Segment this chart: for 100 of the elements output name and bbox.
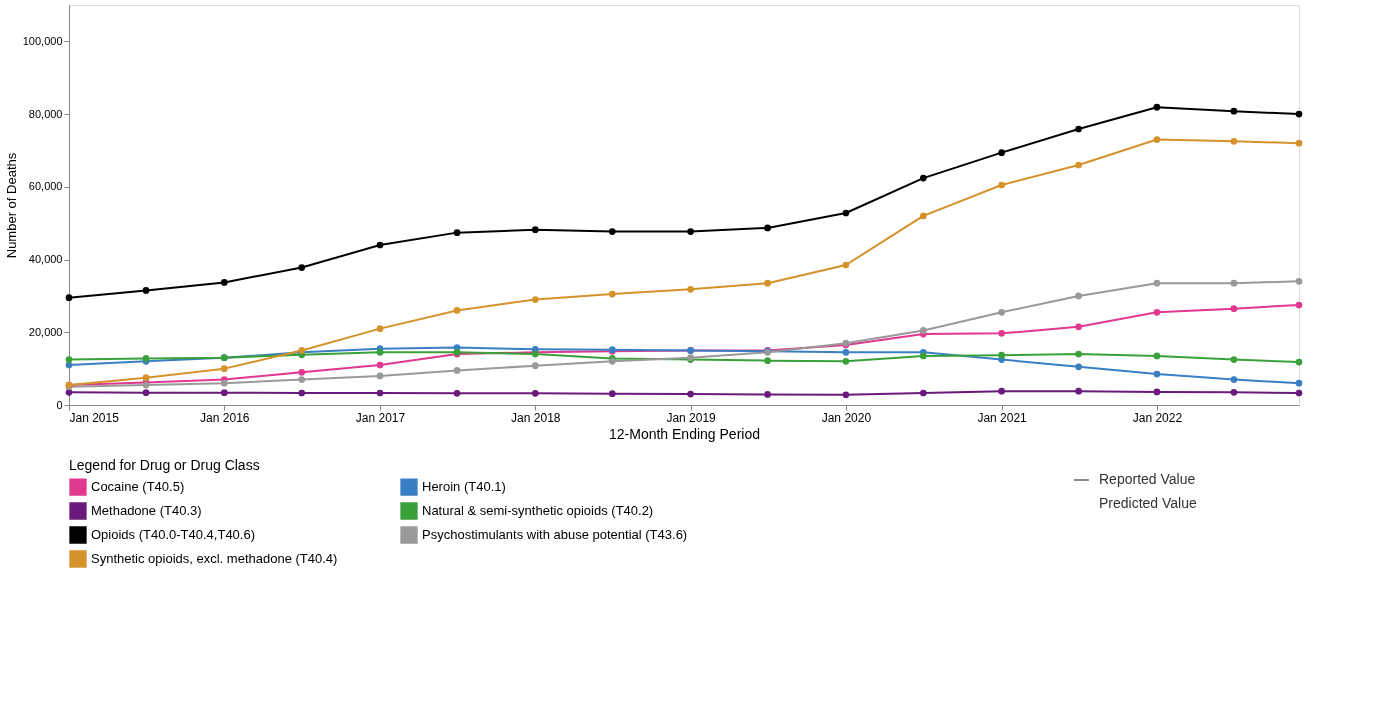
point [1075,363,1082,371]
point [142,389,150,396]
point [608,390,616,398]
point [687,390,694,398]
point [1230,107,1238,115]
point [1295,278,1303,285]
point [376,241,384,249]
point [1153,370,1161,378]
point [220,365,228,372]
point [919,352,927,360]
point [1075,387,1082,395]
point [376,348,384,356]
point [531,296,539,303]
point [1153,136,1161,143]
x-axis-title: 12-Month Ending Period [609,425,760,442]
point [298,376,306,383]
text: Reported Value [1099,471,1196,487]
point [1295,389,1303,397]
point [1075,125,1082,133]
point [220,389,228,396]
point [919,174,927,182]
point [453,367,461,374]
point [608,228,616,235]
x-tick-label: Jan 2016 [200,410,250,425]
point [1230,305,1238,312]
point [1075,292,1082,300]
point [1153,103,1161,111]
point [998,330,1005,337]
point [531,226,539,234]
point [531,362,539,370]
x-tick-label: Jan 2019 [666,410,717,425]
point [764,224,771,232]
text: Predicted Value [1099,495,1198,511]
point [608,290,616,298]
point [65,356,73,363]
point [1153,308,1161,316]
point [220,279,228,286]
y-tick-label: 0 [56,398,63,411]
point [1295,301,1303,309]
point [998,387,1005,395]
point [65,294,73,302]
point [842,209,850,217]
point [453,390,461,397]
point [764,357,771,364]
point [142,374,150,382]
point [919,212,927,220]
point [65,388,73,396]
point [142,287,150,294]
x-tick-label: Jan 2020 [821,410,872,425]
point [1295,110,1303,118]
point [1075,323,1082,331]
legend-label: Methadone (T40.3) [91,503,202,518]
point [1295,139,1303,147]
point [1295,379,1303,387]
point [998,351,1005,359]
point [842,261,850,269]
x-tick-label: Jan 2017 [355,410,406,425]
point [842,391,850,399]
point [298,389,306,397]
point [1295,358,1303,366]
point [1075,161,1082,169]
legend-label: Natural & semi-synthetic opioids (T40.2) [422,503,654,518]
point [298,264,306,271]
point [1230,388,1238,396]
x-tick-label: Jan 2022 [1132,410,1183,425]
point [764,279,771,287]
point [1230,279,1238,287]
point [1075,350,1082,358]
legend-label: Heroin (T40.1) [422,479,506,495]
legend-label: Cocaine (T40.5) [91,479,185,495]
point [842,348,850,356]
point [919,389,927,397]
point [531,390,539,397]
y-tick-label: 60,000 [28,180,63,193]
point [998,308,1005,316]
legend-label: Opioids (T40.0-T40.4,T40.6) [91,527,256,542]
y-tick-label: 40,000 [28,253,63,266]
point [298,368,306,376]
x-tick-label: Jan 2021 [977,410,1028,425]
point [842,358,850,365]
point [998,149,1005,156]
legend-label: Synthetic opioids, excl. methadone (T40.4) [91,551,338,566]
x-tick-label: Jan 2018 [511,410,561,425]
point [687,286,694,293]
point [764,391,771,398]
point [453,307,461,314]
y-axis-title: Number of Deaths [3,152,19,259]
point [1230,138,1238,145]
point [376,325,384,332]
y-tick-label: 20,000 [28,325,63,338]
point [453,229,461,236]
point [376,361,384,369]
point [1230,356,1238,363]
point [1230,376,1238,383]
point [919,327,927,334]
legend-title: Legend for Drug or Drug Class [69,457,260,473]
point [220,379,228,387]
x-tick-label: Jan 2015 [69,410,120,425]
point [376,372,384,380]
point [687,228,694,235]
